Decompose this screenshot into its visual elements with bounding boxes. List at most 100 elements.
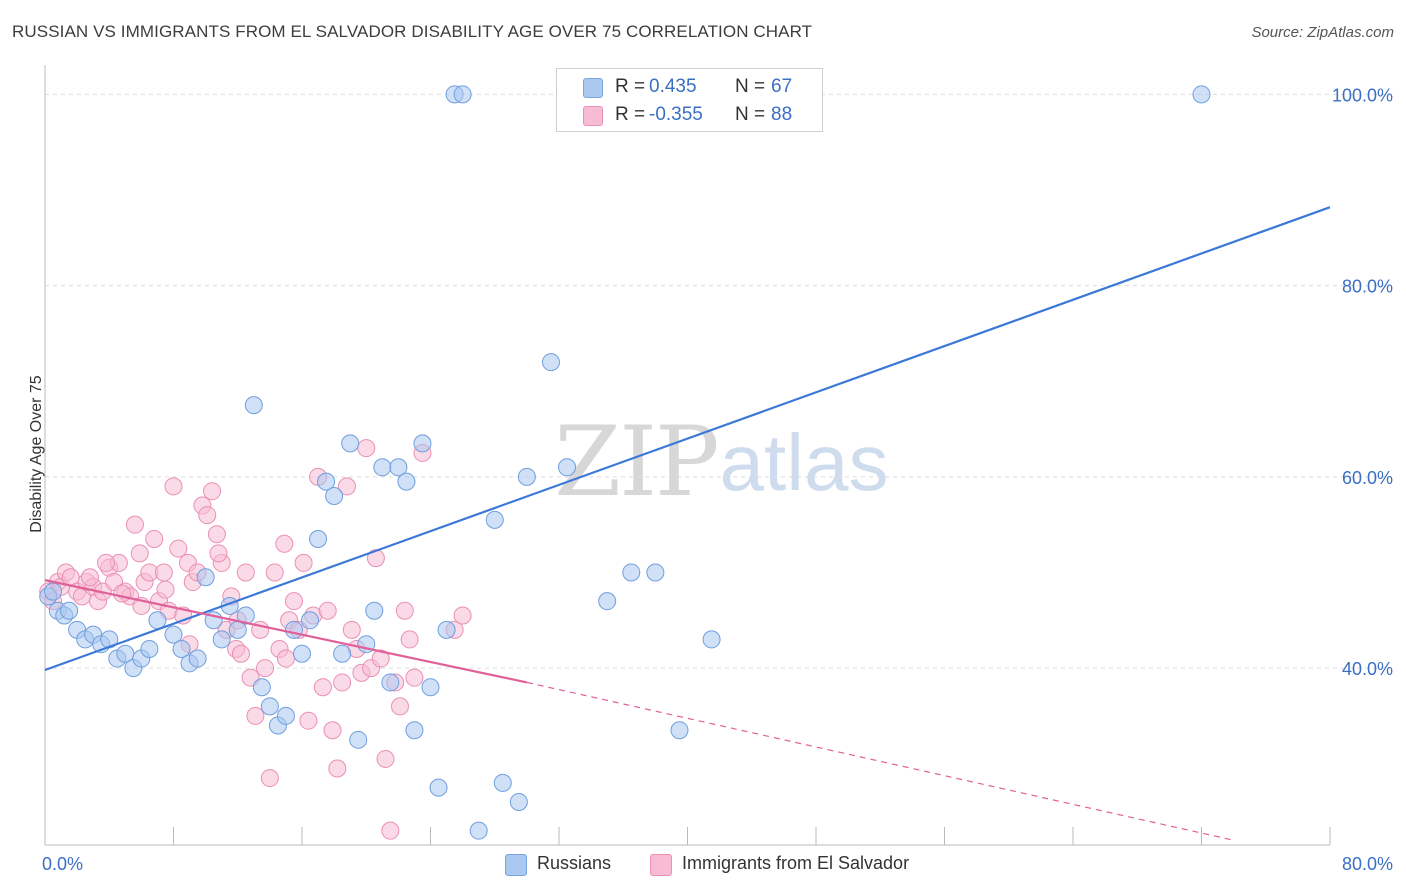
- russians-point: [236, 606, 255, 625]
- immigrants-point: [294, 553, 313, 572]
- immigrants-point: [130, 544, 149, 563]
- immigrants-point: [371, 649, 390, 668]
- immigrants-point: [381, 821, 400, 840]
- immigrants-point: [323, 721, 342, 740]
- russians-point: [558, 458, 577, 477]
- russians-point: [196, 568, 215, 587]
- immigrants-point: [357, 439, 376, 458]
- y-tick-label-60: 60.0%: [1342, 468, 1393, 488]
- immigrants-point: [342, 620, 361, 639]
- russians-point: [252, 678, 271, 697]
- immigrants-point: [203, 482, 222, 501]
- legend-row-russians: R = 0.435 N = 67: [557, 72, 822, 102]
- russians-legend-label: Russians: [537, 853, 612, 873]
- chart-title: RUSSIAN VS IMMIGRANTS FROM EL SALVADOR D…: [12, 22, 813, 41]
- immigrants-point: [156, 580, 175, 599]
- immigrants-point: [198, 506, 217, 525]
- x-tick-label-80: 80.0%: [1342, 854, 1393, 874]
- russians-point: [349, 730, 368, 749]
- russians-point: [140, 639, 159, 658]
- russians-point: [702, 630, 721, 649]
- immigrants-legend-swatch: [650, 854, 672, 876]
- immigrants-point: [299, 711, 318, 730]
- russians-point: [212, 630, 231, 649]
- russians-point: [333, 644, 352, 663]
- trend-lines: [44, 206, 1331, 841]
- immigrants-point: [145, 530, 164, 548]
- immigrants-point: [376, 749, 395, 768]
- tick-labels: 40.0% 60.0% 80.0% 100.0% 0.0% 80.0%: [42, 85, 1393, 874]
- watermark: ZIP atlas: [554, 406, 888, 518]
- russians-point: [164, 625, 183, 644]
- russians-point: [429, 778, 448, 797]
- immigrants-point: [400, 630, 419, 649]
- immigrants-legend-label: Immigrants from El Salvador: [682, 853, 910, 873]
- russians-point: [517, 467, 536, 486]
- gridlines: [45, 93, 1390, 669]
- immigrants-point: [390, 697, 409, 716]
- immigrants-point: [276, 649, 295, 668]
- immigrants-point: [284, 592, 303, 611]
- immigrants-point: [405, 668, 424, 687]
- immigrants-point: [231, 644, 250, 663]
- immigrants-point: [246, 706, 265, 725]
- russians-r-value: 0.435: [649, 76, 697, 97]
- russians-point: [325, 486, 344, 505]
- correlation-legend: R = 0.435 N = 67 R = -0.355 N = 88: [556, 68, 823, 132]
- immigrants-point: [318, 601, 337, 620]
- russians-point: [293, 644, 311, 663]
- immigrants-point: [328, 759, 347, 778]
- immigrants-point: [164, 477, 183, 496]
- immigrants-point: [395, 601, 414, 620]
- russians-point: [397, 472, 416, 491]
- russians-point: [381, 673, 400, 692]
- immigrants-point: [453, 606, 472, 625]
- russians-point: [309, 530, 328, 548]
- r-label: R =: [615, 104, 646, 125]
- russians-point: [421, 678, 440, 697]
- immigrants-point: [275, 534, 294, 553]
- russians-point: [541, 353, 560, 372]
- legend-row-immigrants: R = -0.355 N = 88: [557, 100, 822, 130]
- immigrants-point: [80, 568, 99, 587]
- russians-point: [1192, 85, 1211, 104]
- y-axis-label: Disability Age Over 75: [28, 375, 45, 533]
- immigrants-point: [236, 563, 255, 582]
- russians-legend-swatch: [505, 854, 527, 876]
- immigrants-point: [265, 563, 284, 582]
- russians-point: [260, 697, 279, 716]
- y-tick-label-100: 100.0%: [1332, 85, 1393, 105]
- immigrants-point: [97, 553, 116, 572]
- russians-point: [485, 510, 504, 529]
- source-label: Source: ZipAtlas.com: [1251, 24, 1394, 41]
- immigrants-point: [333, 673, 352, 692]
- russians-point: [284, 620, 303, 639]
- immigrants-point: [313, 678, 332, 697]
- russians-point: [670, 721, 689, 740]
- russians-point: [413, 434, 432, 453]
- immigrants-point: [337, 477, 356, 496]
- russians-point: [469, 821, 488, 840]
- n-label: N =: [735, 104, 766, 125]
- russians-point: [172, 639, 191, 658]
- y-tick-label-40: 40.0%: [1342, 659, 1393, 679]
- russians-point: [276, 706, 295, 725]
- n-label: N =: [735, 76, 766, 97]
- y-tick-label-80: 80.0%: [1342, 277, 1393, 297]
- axes: [44, 65, 1331, 846]
- russians-n-value: 67: [771, 76, 793, 97]
- russians-points: [39, 85, 1211, 840]
- immigrants-point: [207, 525, 226, 544]
- russians-point: [622, 563, 641, 582]
- russians-trend-line: [44, 206, 1331, 672]
- russians-point: [317, 472, 336, 491]
- russians-swatch: [583, 78, 603, 98]
- russians-point: [453, 85, 472, 104]
- russians-point: [493, 773, 512, 792]
- immigrants-point: [260, 769, 279, 788]
- immigrants-point: [169, 539, 188, 558]
- watermark-atlas: atlas: [720, 418, 889, 507]
- russians-point: [405, 721, 424, 740]
- russians-point: [301, 611, 320, 630]
- immigrants-point: [154, 563, 173, 582]
